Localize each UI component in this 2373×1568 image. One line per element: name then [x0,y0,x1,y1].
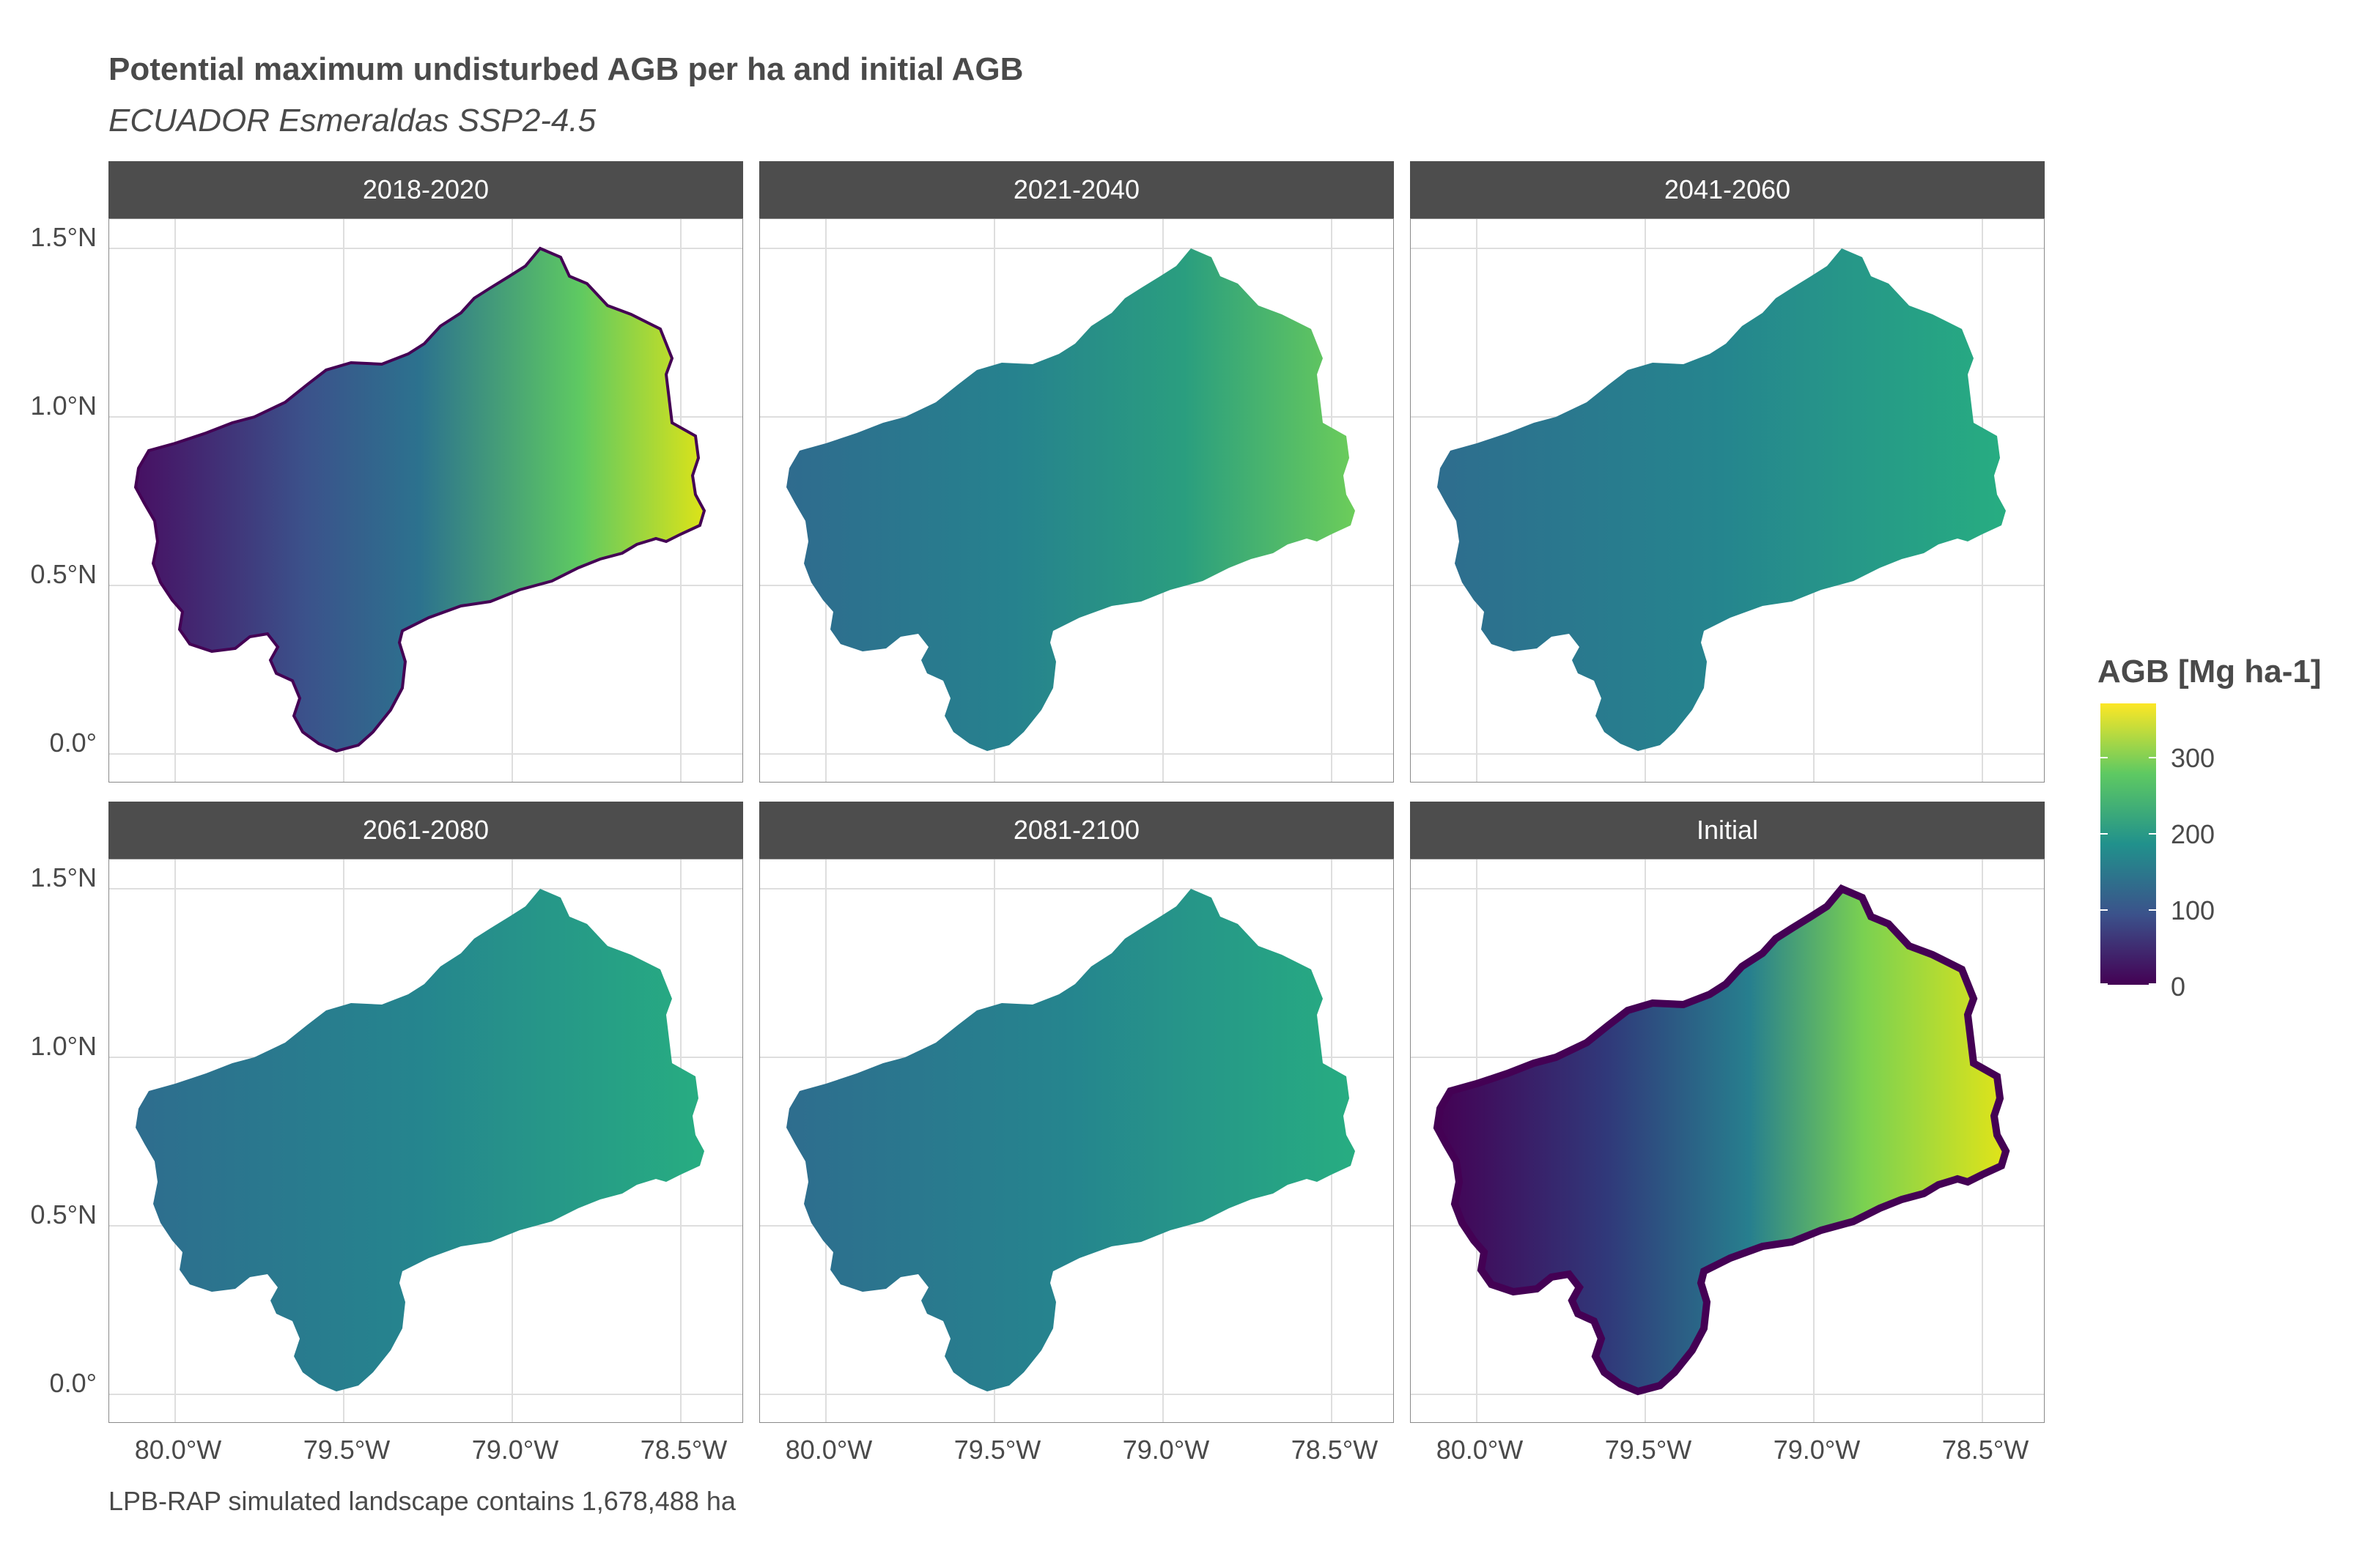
province-raster [786,248,1355,751]
facet-strip: 2061-2080 [108,802,743,859]
province-raster [136,248,704,751]
province-edge [133,246,706,753]
legend-colorbar [2100,703,2156,985]
x-tick-label: 80.0°W [1436,1435,1524,1465]
x-tick-label: 79.0°W [1773,1435,1861,1465]
province-raster [1437,248,2006,751]
map-canvas [760,219,1393,782]
x-tick-label: 78.5°W [1941,1435,2029,1465]
facet-strip: 2041-2060 [1410,161,2045,218]
y-tick-label: 1.0°N [30,1031,97,1061]
x-tick-label: 78.5°W [640,1435,728,1465]
y-tick-label: 1.0°N [30,391,97,421]
x-tick-label: 79.5°W [953,1435,1041,1465]
x-tick-label: 79.5°W [303,1435,391,1465]
facet-strip: 2021-2040 [759,161,1394,218]
legend-tick-label: 200 [2171,819,2215,849]
map-plot [1410,218,2045,783]
map-plot [108,859,743,1423]
province-raster [786,889,1355,1391]
caption: LPB-RAP simulated landscape contains 1,6… [108,1486,736,1516]
map-canvas [1411,219,2044,782]
map-canvas [109,219,742,782]
x-tick-label: 79.0°W [1122,1435,1210,1465]
chart-subtitle: ECUADOR Esmeraldas SSP2-4.5 [108,103,597,138]
y-tick-label: 1.5°N [30,862,97,892]
legend-tick-label: 0 [2171,972,2186,1002]
y-tick-label: 1.5°N [30,222,97,252]
facet-strip: Initial [1410,802,2045,859]
province-raster [1437,889,2006,1391]
legend-tick-label: 300 [2171,743,2215,773]
y-tick-label: 0.5°N [30,1199,97,1229]
map-plot [759,859,1394,1423]
legend-title: AGB [Mg ha-1] [2097,654,2322,689]
x-tick-label: 78.5°W [1291,1435,1379,1465]
x-tick-label: 80.0°W [134,1435,222,1465]
province-raster [136,889,704,1391]
map-canvas [760,859,1393,1422]
y-tick-label: 0.0° [49,728,97,758]
map-plot [1410,859,2045,1423]
y-tick-label: 0.5°N [30,559,97,589]
map-canvas [1411,859,2044,1422]
x-tick-label: 79.0°W [471,1435,559,1465]
chart-title: Potential maximum undisturbed AGB per ha… [108,51,1024,87]
facet-strip: 2018-2020 [108,161,743,218]
province-edge [1433,884,2010,1396]
map-plot [759,218,1394,783]
x-tick-label: 79.5°W [1604,1435,1692,1465]
x-tick-label: 80.0°W [785,1435,873,1465]
facet-strip: 2081-2100 [759,802,1394,859]
y-tick-label: 0.0° [49,1368,97,1398]
map-canvas [109,859,742,1422]
legend-tick-label: 100 [2171,895,2215,925]
map-plot [108,218,743,783]
